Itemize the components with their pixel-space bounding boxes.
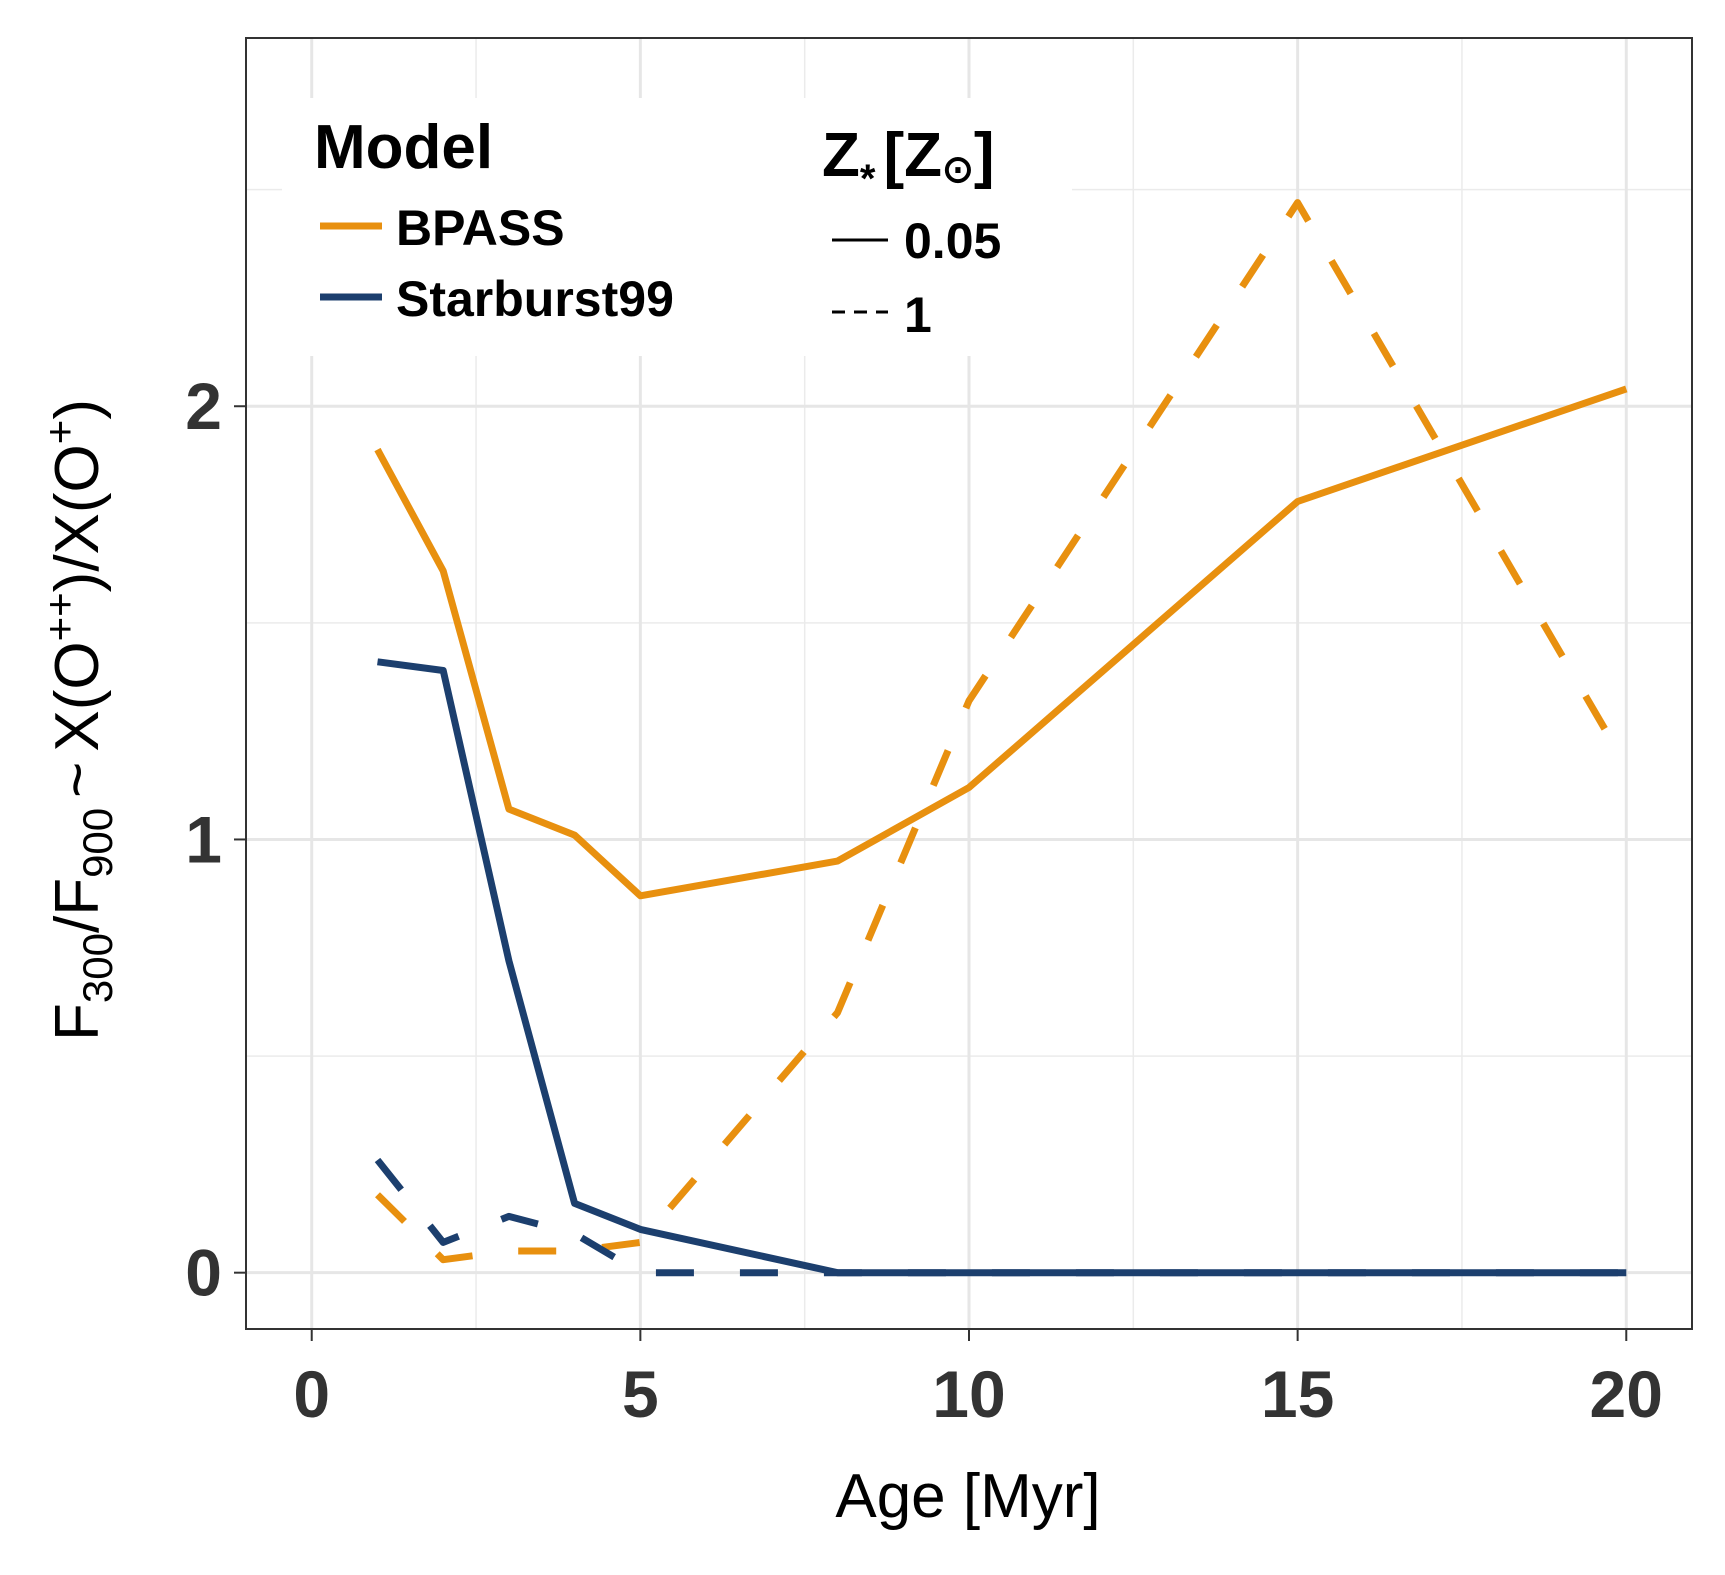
legend-label-z-1: 1 <box>904 287 932 343</box>
legend-title-model: Model <box>314 113 493 182</box>
y-axis-title: F300/F900~X(O++)/X(O+) <box>36 399 121 1041</box>
x-tick-label: 20 <box>1590 1357 1663 1431</box>
series-layer <box>374 199 1630 1277</box>
x-tick-label: 15 <box>1261 1357 1334 1431</box>
x-tick-label: 5 <box>622 1357 659 1431</box>
tick-labels: 0 5 10 15 20 0 1 2 <box>185 369 1663 1431</box>
series-line-bpass-z1 <box>375 199 1630 1264</box>
legend-label-bpass: BPASS <box>396 200 565 256</box>
series-line-starburst99-z1 <box>374 1157 1627 1277</box>
series-line-bpass-z005 <box>374 385 1628 900</box>
legend-label-z-005: 0.05 <box>904 213 1001 269</box>
x-axis-title: Age [Myr] <box>835 1462 1100 1531</box>
legend-label-starburst99: Starburst99 <box>396 271 674 327</box>
x-tick-label: 0 <box>293 1357 330 1431</box>
legend-title-metallicity: Z* [Z⊙] <box>822 121 994 201</box>
y-tick-label: 1 <box>185 802 222 876</box>
y-tick-label: 0 <box>185 1236 222 1310</box>
axis-ticks <box>234 405 1628 1341</box>
legend-background <box>282 98 1072 356</box>
x-tick-label: 10 <box>932 1357 1005 1431</box>
y-tick-label: 2 <box>185 369 222 443</box>
legend: Model BPASS Starburst99 Z* [Z⊙] 0.05 1 <box>282 98 1072 356</box>
